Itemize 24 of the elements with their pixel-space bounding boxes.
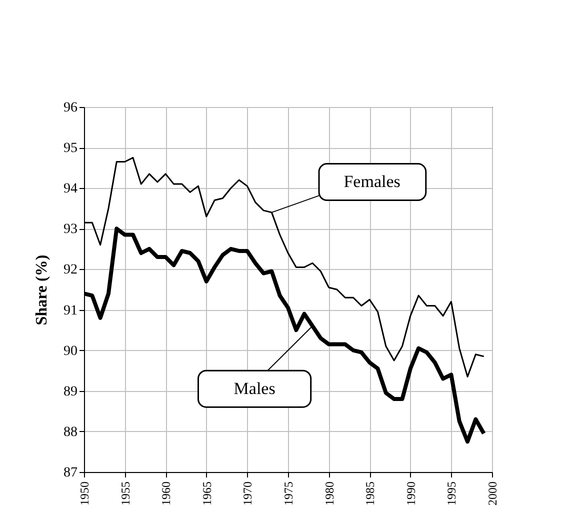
x-tick-label: 1965 <box>200 482 214 506</box>
x-tick-label: 1970 <box>240 482 255 506</box>
x-tick-label: 1985 <box>363 482 378 506</box>
x-tick-label: 1980 <box>322 482 336 506</box>
y-tick-label: 96 <box>64 100 78 116</box>
y-tick-label: 89 <box>64 384 78 400</box>
y-tick-label: 94 <box>64 182 78 197</box>
x-tick-label: 1960 <box>159 482 174 506</box>
x-tick-label: 1950 <box>78 482 92 506</box>
text: Males <box>234 378 276 398</box>
y-tick-label: 95 <box>64 141 78 156</box>
x-tick-label: 1995 <box>444 482 459 506</box>
text: Females <box>344 172 400 192</box>
y-tick-label: 90 <box>64 344 78 359</box>
x-tick-label: 1975 <box>282 482 296 506</box>
y-tick-label: 88 <box>64 424 78 440</box>
y-tick-label: 87 <box>64 466 78 480</box>
y-axis-title: Share (%) <box>34 254 50 326</box>
y-tick-label: 91 <box>64 303 78 318</box>
x-tick-label: 2000 <box>486 482 500 506</box>
x-tick-label: 1955 <box>118 482 132 506</box>
x-tick-label: 1990 <box>404 482 418 506</box>
y-tick-label: 93 <box>64 222 78 238</box>
y-tick-label: 92 <box>64 262 78 278</box>
